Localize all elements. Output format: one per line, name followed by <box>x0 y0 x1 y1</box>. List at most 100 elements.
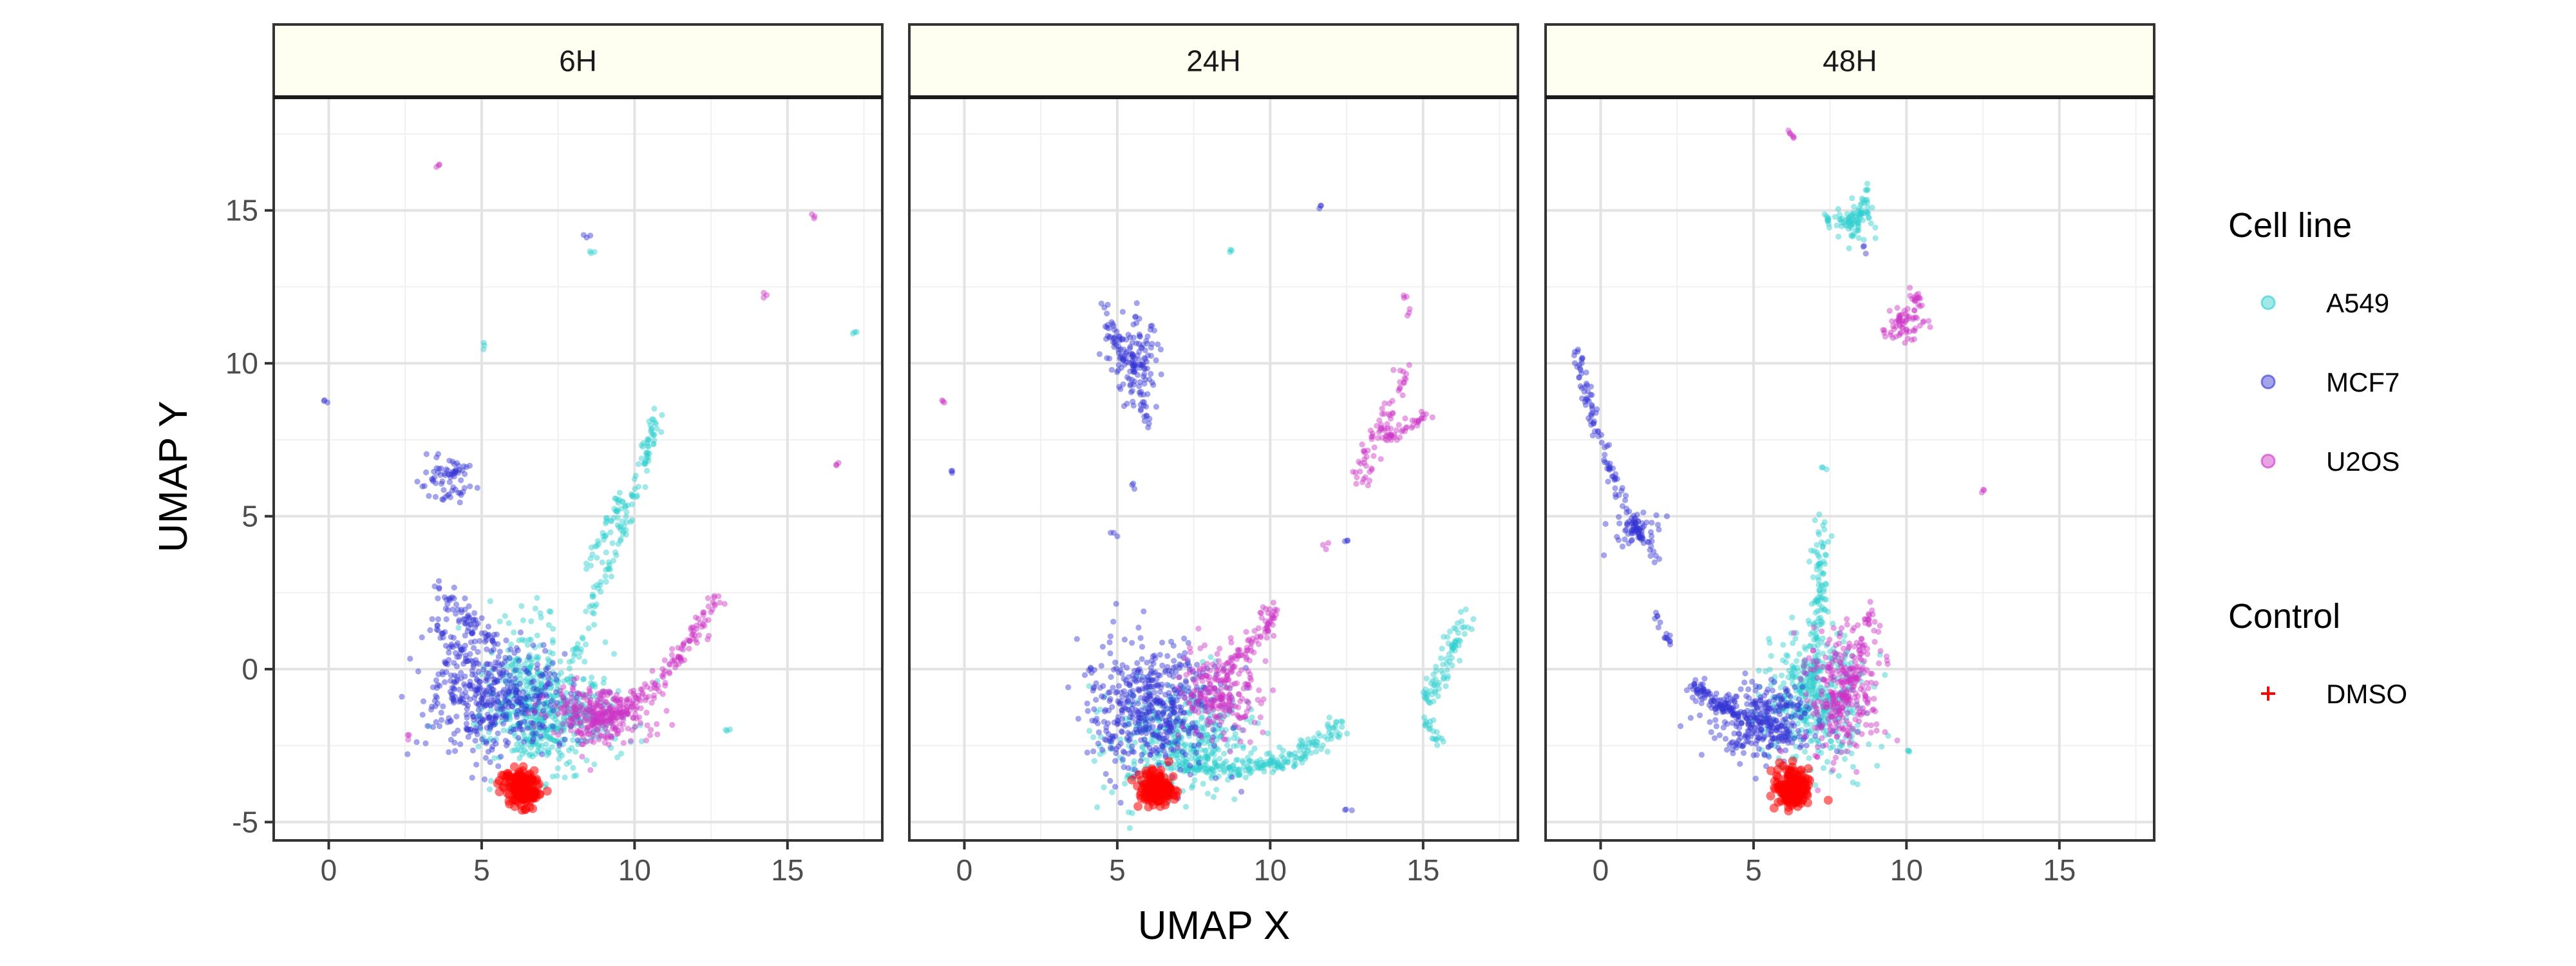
data-point <box>582 717 588 723</box>
data-point <box>554 773 560 779</box>
data-point <box>615 541 621 547</box>
data-point <box>560 728 567 734</box>
data-point <box>493 631 500 638</box>
data-point <box>486 714 493 721</box>
data-point <box>503 669 509 676</box>
data-point <box>526 736 532 743</box>
data-point <box>495 698 502 705</box>
data-point <box>1438 667 1444 674</box>
data-point <box>574 719 580 726</box>
data-point <box>1231 681 1238 687</box>
data-point <box>606 562 613 568</box>
data-point <box>507 646 514 653</box>
data-point <box>1852 221 1858 227</box>
data-point <box>460 696 466 703</box>
data-point <box>433 480 439 486</box>
data-point <box>1254 759 1260 765</box>
data-point <box>484 633 491 639</box>
data-point <box>1109 704 1115 710</box>
data-point <box>643 455 650 462</box>
data-point <box>441 594 448 600</box>
data-point <box>1459 624 1466 631</box>
data-point <box>516 680 523 687</box>
data-point <box>476 701 482 707</box>
data-point <box>539 751 545 757</box>
data-point <box>547 724 554 730</box>
data-point <box>534 701 541 707</box>
data-point <box>1455 637 1462 643</box>
data-point <box>609 709 616 715</box>
data-point <box>491 647 497 653</box>
data-point <box>544 701 551 707</box>
data-point <box>612 698 620 705</box>
data-point <box>1157 724 1163 732</box>
data-point <box>699 609 706 616</box>
data-point <box>570 721 576 727</box>
data-point <box>1224 661 1230 667</box>
data-point <box>587 248 593 254</box>
data-point <box>614 727 621 734</box>
data-point <box>524 691 530 697</box>
data-point <box>591 728 597 735</box>
data-point <box>1231 722 1238 728</box>
data-point <box>485 748 491 755</box>
data-point <box>595 585 601 592</box>
data-point <box>491 720 498 726</box>
data-point <box>1261 768 1267 775</box>
data-point <box>623 711 630 717</box>
data-point <box>537 673 544 679</box>
data-point <box>530 735 536 743</box>
data-point <box>489 746 495 753</box>
data-point <box>533 688 540 695</box>
data-point <box>614 754 621 761</box>
data-point <box>473 676 480 683</box>
data-point <box>1813 634 1819 640</box>
data-point <box>627 739 634 745</box>
data-point <box>480 701 486 707</box>
data-point <box>1171 658 1177 664</box>
data-point <box>537 718 544 724</box>
data-point <box>589 591 596 598</box>
data-point <box>442 660 449 667</box>
data-point <box>611 714 617 721</box>
data-point <box>539 672 546 678</box>
data-point <box>423 451 430 457</box>
data-point <box>467 483 473 489</box>
data-point <box>613 697 620 703</box>
data-point <box>585 625 592 632</box>
data-point <box>399 694 405 700</box>
data-point <box>580 710 587 717</box>
data-point <box>617 700 623 706</box>
data-point <box>575 741 582 748</box>
data-point <box>1224 742 1231 748</box>
data-point <box>448 672 455 679</box>
data-point <box>568 673 574 679</box>
data-point <box>593 702 600 708</box>
data-point <box>580 232 587 238</box>
data-point <box>642 460 649 468</box>
data-point <box>1749 678 1756 685</box>
data-point <box>577 726 583 733</box>
data-point <box>445 471 451 477</box>
data-point <box>1835 205 1841 213</box>
data-point <box>607 733 614 739</box>
data-point <box>536 712 543 718</box>
data-point <box>511 701 518 708</box>
data-point <box>1244 698 1250 705</box>
data-point <box>1449 662 1455 668</box>
data-point <box>492 721 499 727</box>
data-point <box>1115 743 1122 750</box>
data-point <box>593 720 600 727</box>
data-point <box>570 720 576 726</box>
data-point <box>576 704 583 710</box>
y-tick-label: 10 <box>225 346 258 380</box>
data-point <box>491 697 497 704</box>
data-point <box>489 635 495 641</box>
data-point <box>605 559 612 565</box>
data-point <box>555 672 562 679</box>
data-point <box>1245 767 1252 773</box>
data-point <box>589 681 596 688</box>
data-point <box>1174 761 1180 768</box>
data-point <box>589 721 596 727</box>
data-point <box>522 661 528 667</box>
